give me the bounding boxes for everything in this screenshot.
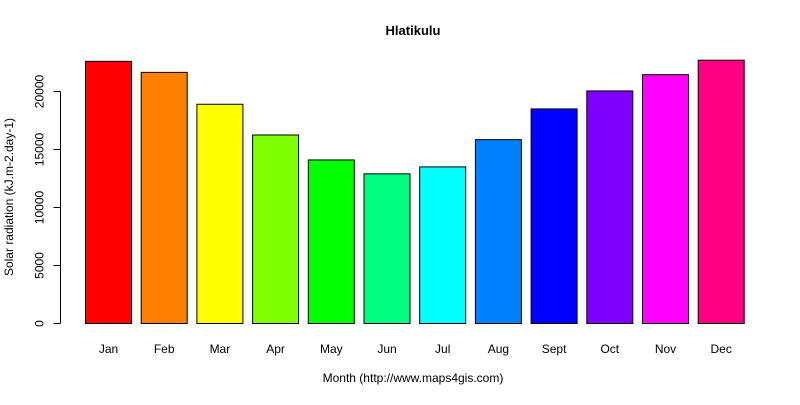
y-axis: 0 5000 10000 15000 20000 [33, 74, 61, 327]
bar-apr [252, 134, 300, 324]
y-tick-label: 20000 [33, 74, 47, 108]
y-tick-label: 5000 [33, 252, 47, 279]
bar-oct [586, 90, 634, 324]
x-tick-label-feb: Feb [154, 342, 175, 356]
y-tick-label: 10000 [33, 190, 47, 224]
y-tick-label: 0 [33, 320, 47, 327]
x-tick-label-apr: Apr [266, 342, 285, 356]
x-tick-label-mar: Mar [210, 342, 231, 356]
x-tick-label-jan: Jan [99, 342, 118, 356]
bar-nov [642, 74, 689, 325]
x-tick-label-jul: Jul [435, 342, 450, 356]
bar-jul [419, 166, 467, 324]
bar-jan [85, 60, 132, 325]
x-tick-label-sept: Sept [542, 342, 567, 356]
x-tick-label-nov: Nov [655, 342, 676, 356]
bar-feb [140, 71, 188, 324]
x-tick-labels: Jan Feb Mar Apr May Jun Jul Aug Sept Oct Nov Dec [99, 342, 732, 356]
bar-aug [474, 139, 522, 324]
x-tick-label-dec: Dec [711, 342, 732, 356]
bar-may [307, 159, 355, 324]
x-tick-label-jun: Jun [377, 342, 396, 356]
y-tick-label: 15000 [33, 132, 47, 166]
bar-mar [196, 103, 244, 325]
x-tick-label-aug: Aug [488, 342, 509, 356]
bars-group [85, 59, 745, 325]
chart-title: Hlatikulu [386, 23, 441, 38]
x-tick-label-oct: Oct [600, 342, 619, 356]
x-axis-label: Month (http://www.maps4gis.com) [323, 371, 504, 385]
y-axis-label: Solar radiation (kJ.m-2.day-1) [2, 118, 16, 276]
bar-dec [697, 59, 745, 325]
bar-sept [530, 108, 578, 325]
x-tick-label-may: May [320, 342, 343, 356]
bar-jun [363, 173, 411, 324]
